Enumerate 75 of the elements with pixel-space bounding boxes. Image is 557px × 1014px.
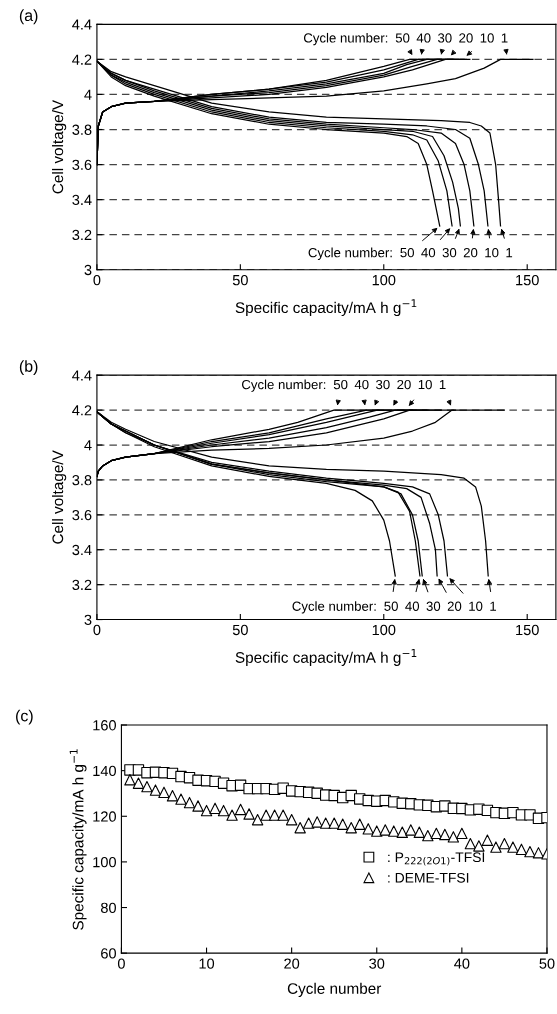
- x-tick-label: 0: [93, 624, 101, 636]
- y-tick-label: 80: [100, 902, 116, 913]
- annotation: Cycle number:: [242, 379, 326, 392]
- x-tick-label: 20: [284, 958, 300, 969]
- annotation: 40: [416, 33, 431, 43]
- chart-title: (c): [16, 709, 33, 725]
- annotation: 20: [463, 247, 478, 258]
- x-axis-title: Specific capacity/mA h g$^{−1}$: [235, 649, 417, 666]
- x-tick-label: 100: [372, 274, 396, 286]
- annotation: 30: [442, 247, 457, 258]
- annotation: 10: [418, 379, 432, 390]
- y-tick-label: 3.6: [72, 159, 92, 170]
- x-tick-label: 100: [372, 624, 396, 636]
- annotation: 1: [439, 380, 446, 390]
- annotation: 1: [506, 248, 513, 258]
- annotation: 40: [354, 379, 369, 390]
- annotation: 20: [397, 379, 411, 390]
- y-tick-label: 160: [93, 720, 116, 731]
- y-tick-label: 3.8: [72, 475, 92, 486]
- x-tick-label: 50: [539, 958, 555, 969]
- x-axis-title: Specific capacity/mA h g$^{−1}$: [235, 299, 417, 317]
- y-tick-label: 3.8: [72, 124, 92, 135]
- annotation: 30: [376, 379, 390, 390]
- annotation: 1: [501, 33, 508, 43]
- y-axis-title: Cell voltage/V: [51, 450, 67, 544]
- y-tick-label: 3: [84, 264, 92, 276]
- annotation: 10: [480, 33, 494, 43]
- annotation: 50: [395, 33, 410, 43]
- annotation: 1: [490, 601, 497, 611]
- x-axis-title: Cycle number: [287, 982, 382, 997]
- x-tick-label: 30: [369, 958, 385, 969]
- y-tick-label: 4.2: [72, 54, 92, 65]
- y-tick-label: 3.4: [72, 544, 92, 556]
- y-tick-label: 120: [93, 811, 116, 822]
- annotation: 40: [421, 247, 436, 258]
- y-tick-label: 3.4: [72, 194, 92, 206]
- annotation: 30: [437, 33, 452, 43]
- annotation: 50: [333, 379, 348, 390]
- annotation: 10: [469, 601, 483, 611]
- annotation: 50: [400, 247, 414, 258]
- y-tick-label: 4.2: [72, 405, 92, 416]
- y-tick-label: 4.4: [72, 19, 92, 30]
- y-tick-label: 140: [93, 765, 116, 777]
- legend-label: : DEME-TFSI: [388, 872, 469, 883]
- annotation: 10: [485, 247, 499, 258]
- chart-title: (b): [19, 360, 38, 376]
- x-tick-label: 40: [454, 958, 470, 969]
- y-tick-label: 3.6: [72, 509, 92, 521]
- y-axis-title: Specific capacity/mA h g$^{−1}$: [69, 749, 87, 930]
- annotation: Cycle number:: [303, 32, 388, 46]
- y-axis-title: Cell voltage/V: [51, 99, 67, 194]
- x-tick-label: 50: [232, 624, 248, 636]
- y-tick-label: 3: [84, 614, 92, 625]
- annotation: 40: [405, 601, 420, 611]
- y-tick-label: 3.2: [72, 229, 92, 241]
- annotation: Cycle number:: [292, 601, 376, 614]
- x-tick-label: 10: [199, 958, 215, 969]
- x-tick-label: 50: [232, 274, 248, 286]
- y-tick-label: 4.4: [72, 370, 92, 381]
- x-tick-label: 150: [516, 274, 539, 286]
- y-tick-label: 100: [93, 857, 116, 868]
- annotation: Cycle number:: [308, 247, 392, 260]
- y-tick-label: 4: [84, 440, 92, 451]
- annotation: 20: [447, 601, 462, 611]
- y-tick-label: 3.2: [72, 579, 92, 591]
- annotation: 50: [384, 601, 398, 611]
- chart-title: (a): [19, 9, 38, 25]
- x-tick-label: 0: [117, 958, 125, 969]
- y-tick-label: 60: [101, 948, 116, 959]
- annotation: 20: [459, 33, 473, 43]
- x-tick-label: 150: [516, 624, 539, 636]
- legend-label: : P$_{222(2O1)}$-TFSI: [388, 852, 485, 866]
- x-tick-label: 0: [93, 274, 101, 286]
- annotation: 30: [426, 601, 441, 611]
- y-tick-label: 4: [84, 89, 92, 100]
